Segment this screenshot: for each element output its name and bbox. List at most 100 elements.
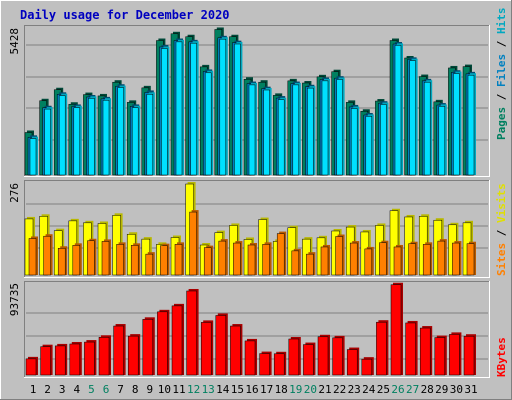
bar-sites — [437, 239, 447, 276]
bar-hits — [292, 82, 301, 176]
bar-hits — [58, 93, 68, 176]
legend-hits: Hits — [495, 8, 508, 35]
bar-hits — [204, 70, 214, 176]
x-tick-label: 13 — [202, 383, 215, 396]
bar-hits — [146, 92, 155, 176]
bar-kbytes — [288, 336, 301, 376]
x-tick-label: 21 — [318, 383, 331, 396]
x-tick-label: 26 — [391, 383, 404, 396]
bar-hits — [394, 43, 403, 176]
bar-kbytes — [40, 344, 53, 376]
bar-kbytes — [259, 351, 272, 376]
x-tick-label: 22 — [333, 383, 346, 396]
bar-kbytes — [361, 357, 374, 376]
x-tick-label: 28 — [421, 383, 434, 396]
bar-hits — [438, 104, 447, 176]
bar-hits — [423, 80, 433, 176]
bar-hits — [44, 107, 53, 176]
bar-sites — [43, 234, 53, 276]
bar-hits — [248, 82, 257, 176]
bar-sites — [306, 252, 316, 276]
x-tick-label: 11 — [172, 383, 185, 396]
legend-sep-2: / — [495, 40, 508, 47]
bar-sites — [233, 241, 243, 276]
x-tick-label: 9 — [146, 383, 153, 396]
legend-pages: Pages — [495, 107, 508, 140]
legend-visits: Visits — [495, 183, 508, 223]
bar-sites — [218, 239, 228, 276]
bar-kbytes — [449, 332, 462, 376]
bar-kbytes — [69, 341, 82, 376]
bar-hits — [321, 78, 330, 176]
bar-hits — [350, 106, 360, 176]
bar-sites — [189, 210, 199, 276]
x-tick-label: 7 — [117, 383, 124, 396]
legend-sites: Sites — [495, 243, 508, 276]
x-tick-label: 23 — [348, 383, 361, 396]
x-tick-label: 29 — [435, 383, 448, 396]
bar-hits — [336, 77, 345, 176]
x-axis-labels: 1 2 3 4 5 6 7 8 9 10 11 12 13 14 15 16 17 18 19 20 21 22 23 24 2… — [30, 383, 478, 396]
x-tick-label: 17 — [260, 383, 273, 396]
x-tick-label: 30 — [450, 383, 463, 396]
hits-ymax-label: 5428 — [8, 28, 21, 55]
bar-kbytes — [186, 288, 199, 376]
bar-sites — [408, 241, 418, 276]
bar-kbytes — [200, 320, 214, 376]
bar-sites — [379, 240, 389, 276]
bar-hits — [175, 39, 184, 176]
bar-hits — [117, 85, 126, 176]
bar-sites — [160, 243, 170, 276]
bar-sites — [174, 242, 184, 276]
bar-hits — [234, 42, 243, 176]
bar-kbytes — [230, 324, 243, 376]
bar-hits — [88, 96, 97, 176]
bar-hits — [467, 73, 476, 176]
bar-kbytes — [317, 334, 330, 376]
bar-sites — [87, 238, 97, 276]
bar-sites — [28, 236, 38, 276]
bar-sites — [393, 244, 403, 276]
bar-kbytes — [142, 317, 155, 376]
legend-visits-panel: Sites / Visits — [495, 183, 508, 276]
bar-kbytes — [303, 342, 316, 376]
bar-sites — [320, 244, 330, 276]
x-tick-label: 3 — [59, 383, 66, 396]
bar-hits — [365, 114, 374, 176]
bar-kbytes — [171, 303, 184, 376]
bar-kbytes — [376, 320, 389, 376]
bar-kbytes — [405, 320, 418, 376]
x-tick-label: 8 — [132, 383, 139, 396]
x-tick-label: 2 — [44, 383, 51, 396]
bar-hits — [453, 71, 462, 176]
bar-sites — [130, 243, 141, 276]
bar-sites — [422, 242, 433, 276]
bar-kbytes — [25, 356, 38, 376]
panel-kbytes-frame — [24, 281, 490, 378]
x-tick-label: 24 — [362, 383, 376, 396]
bar-kbytes — [332, 335, 345, 376]
legend-sep-3: / — [495, 229, 508, 236]
bar-kbytes — [244, 338, 257, 376]
x-tick-label: 20 — [304, 383, 317, 396]
bar-hits — [380, 102, 389, 176]
bar-sites — [335, 234, 345, 276]
bar-kbytes — [98, 335, 111, 376]
bar-hits — [29, 136, 38, 176]
bar-sites — [101, 239, 111, 276]
bar-sites — [72, 243, 82, 276]
bar-sites — [452, 241, 462, 276]
bar-sites — [145, 252, 155, 276]
bar-hits — [219, 37, 228, 176]
bar-hits — [190, 41, 199, 176]
x-tick-label: 31 — [464, 383, 477, 396]
bar-kbytes — [54, 343, 68, 376]
bar-hits — [409, 58, 418, 176]
legend-hits-panel: Pages / Files / Hits — [495, 8, 508, 141]
bar-sites — [349, 241, 360, 276]
legend-kbytes: KBytes — [495, 337, 508, 377]
chart-title: Daily usage for December 2020 — [20, 8, 230, 22]
bar-sites — [116, 242, 126, 276]
bar-kbytes — [390, 282, 403, 376]
